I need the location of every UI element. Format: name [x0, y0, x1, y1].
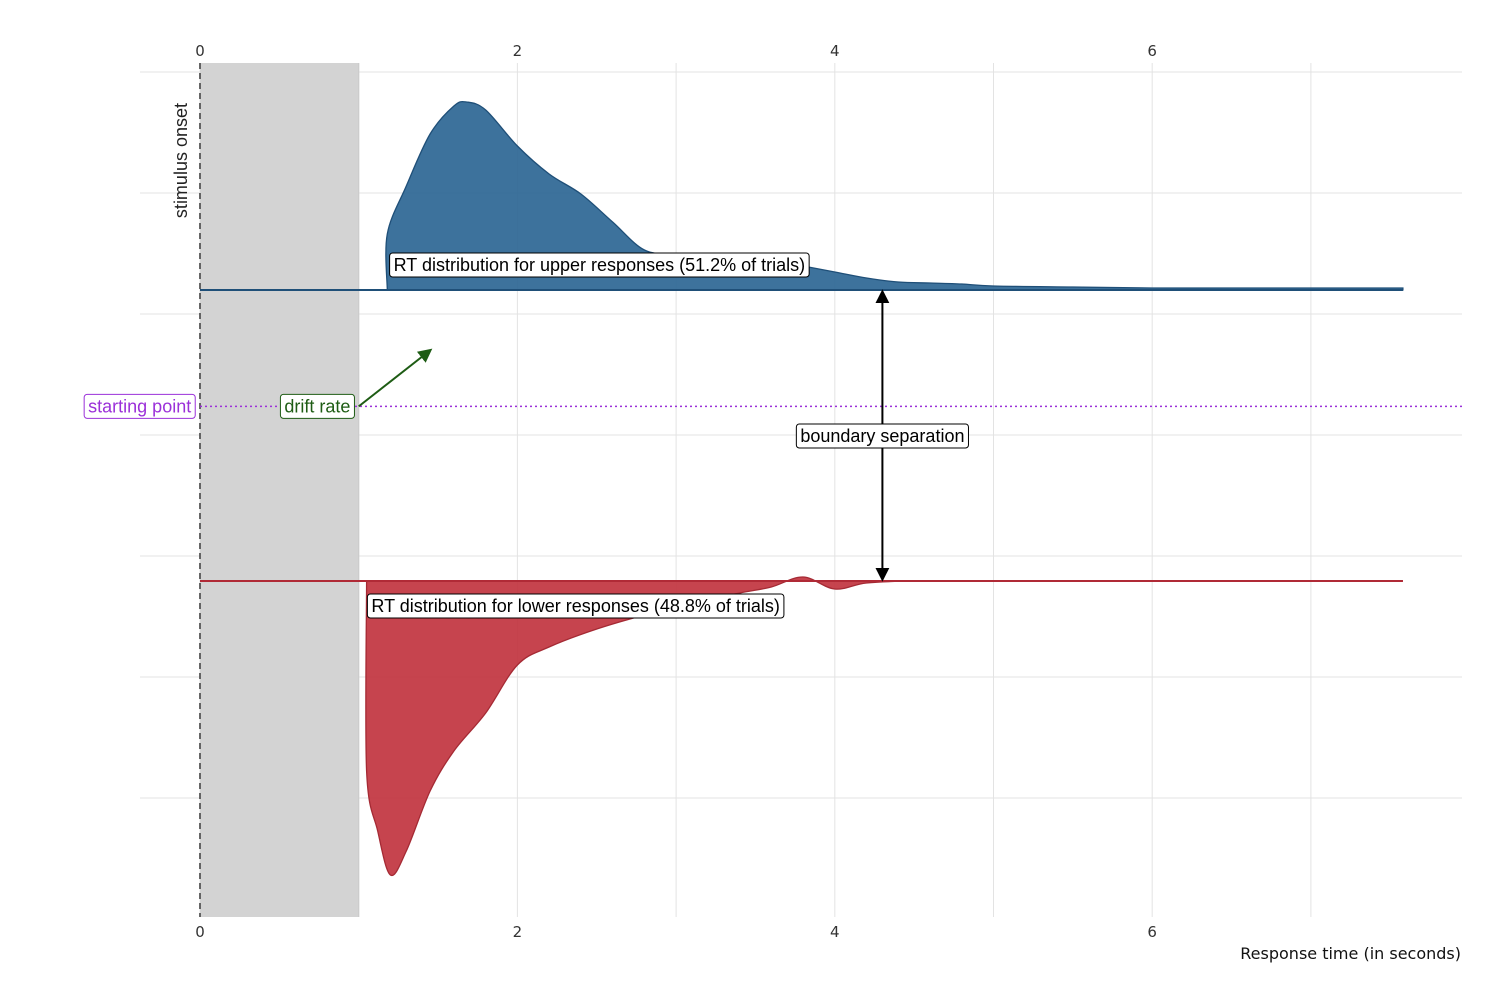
x-axis-title: Response time (in seconds) — [1240, 944, 1461, 963]
x-tick-label-bottom: 6 — [1147, 923, 1157, 941]
x-tick-label-top: 4 — [830, 42, 840, 60]
starting-point-label-box — [83, 393, 196, 419]
boundary-separation-label-text: boundary separation — [800, 426, 964, 446]
drift-rate-arrow — [358, 348, 433, 408]
density-layer — [365, 100, 1404, 877]
drift-rate-label-box — [279, 393, 355, 419]
label-layer: RT distribution for upper responses (51.… — [83, 103, 969, 619]
drift-rate-label: drift rate — [279, 393, 355, 419]
tick-layer: 0 0 2 2 4 4 6 6 — [195, 42, 1157, 941]
x-tick-label-top: 0 — [195, 42, 205, 60]
stimulus-onset-label: stimulus onset — [171, 103, 191, 218]
lower-rt-density — [365, 576, 1403, 877]
x-tick-label-top: 2 — [513, 42, 523, 60]
upper-distribution-label-box — [389, 252, 810, 278]
lower-distribution-label: RT distribution for lower responses (48.… — [366, 593, 785, 619]
x-tick-label-bottom: 2 — [513, 923, 523, 941]
starting-point-label-text: starting point — [88, 396, 191, 416]
boundary-separation-label: boundary separation — [795, 423, 969, 449]
grid-layer — [140, 63, 1462, 917]
upper-distribution-label: RT distribution for upper responses (51.… — [389, 252, 810, 278]
x-tick-label-top: 6 — [1147, 42, 1157, 60]
non-decision-time-region — [200, 63, 359, 917]
drift-rate-label-text: drift rate — [284, 396, 350, 416]
starting-point-label: starting point — [83, 393, 196, 419]
lower-distribution-label-text: RT distribution for lower responses (48.… — [371, 596, 780, 616]
boundary-separation-label-box — [795, 423, 969, 449]
x-tick-label-bottom: 4 — [830, 923, 840, 941]
lower-distribution-label-box — [366, 593, 785, 619]
x-tick-label-bottom: 0 — [195, 923, 205, 941]
upper-distribution-label-text: RT distribution for upper responses (51.… — [394, 255, 806, 275]
